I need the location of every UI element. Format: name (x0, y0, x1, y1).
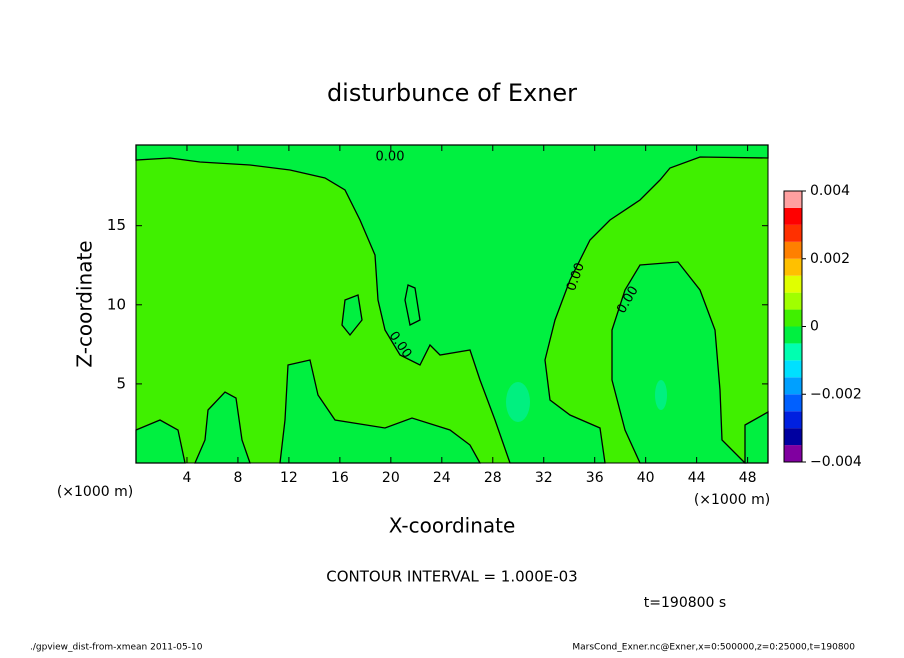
plot-frame (135, 144, 769, 464)
y-tick-label: 5 (116, 374, 126, 392)
x-unit: (×1000 m) (57, 484, 133, 500)
colorbar-tick-label: 0.004 (810, 183, 850, 199)
region (135, 144, 769, 464)
colorbar-tick-label: 0 (810, 319, 819, 335)
colorbar-swatch (784, 292, 802, 310)
contour-interval: CONTOUR INTERVAL = 1.000E-03 (326, 568, 577, 586)
x-tick-label: 28 (484, 470, 502, 486)
colorbar-swatch (784, 224, 802, 242)
x-tick-label: 36 (586, 470, 604, 486)
x-axis-label: X-coordinate (389, 514, 516, 538)
colorbar-tick-label: 0.002 (810, 251, 850, 267)
x-tick-label: 20 (382, 470, 400, 486)
colorbar-swatch (784, 241, 802, 259)
colorbar-swatch (784, 326, 802, 344)
y-axis-label: Z-coordinate (73, 240, 97, 367)
colorbar-tick-label: −0.004 (810, 454, 862, 470)
x-tick-label: 24 (433, 470, 451, 486)
colorbar-swatch (784, 360, 802, 378)
colorbar-swatch (784, 343, 802, 361)
colorbar-swatch (784, 445, 802, 462)
colorbar-swatch (784, 428, 802, 446)
region (655, 380, 667, 410)
colorbar-swatch (784, 394, 802, 412)
colorbar-tick-label: −0.002 (810, 386, 862, 402)
x-tick-label: 40 (637, 470, 655, 486)
colorbar-swatch (784, 207, 802, 225)
contour-field (135, 144, 769, 464)
x-tick-label: 4 (183, 470, 192, 486)
colorbar-swatch (784, 275, 802, 293)
y-tick-label: 15 (107, 216, 126, 234)
colorbar-swatch (784, 191, 802, 208)
region (194, 391, 251, 464)
x-tick-label: 8 (233, 470, 242, 486)
time-label: t=190800 s (644, 595, 726, 611)
region (279, 359, 482, 464)
chart-title: disturbunce of Exner (327, 79, 577, 107)
contour-label: 0.00 (376, 150, 405, 165)
x-tick-label: 48 (739, 470, 757, 486)
x-tick-label: 12 (280, 470, 298, 486)
y-tick-label: 10 (107, 295, 126, 313)
colorbar-swatch (784, 377, 802, 395)
footer: MarsCond_Exner.nc@Exner,x=0:500000,z=0:2… (572, 643, 855, 653)
colorbar-swatch (784, 309, 802, 327)
colorbar-swatch (784, 411, 802, 429)
x-tick-label: 32 (535, 470, 553, 486)
x-tick-label: 44 (688, 470, 706, 486)
x-unit: (×1000 m) (694, 492, 770, 508)
region (404, 284, 421, 326)
colorbar-swatch (784, 258, 802, 276)
footer: ./gpview_dist-from-xmean 2011-05-10 (30, 643, 203, 653)
negative-regions (135, 144, 769, 464)
x-tick-label: 16 (331, 470, 349, 486)
region (506, 382, 530, 422)
region (341, 294, 363, 337)
